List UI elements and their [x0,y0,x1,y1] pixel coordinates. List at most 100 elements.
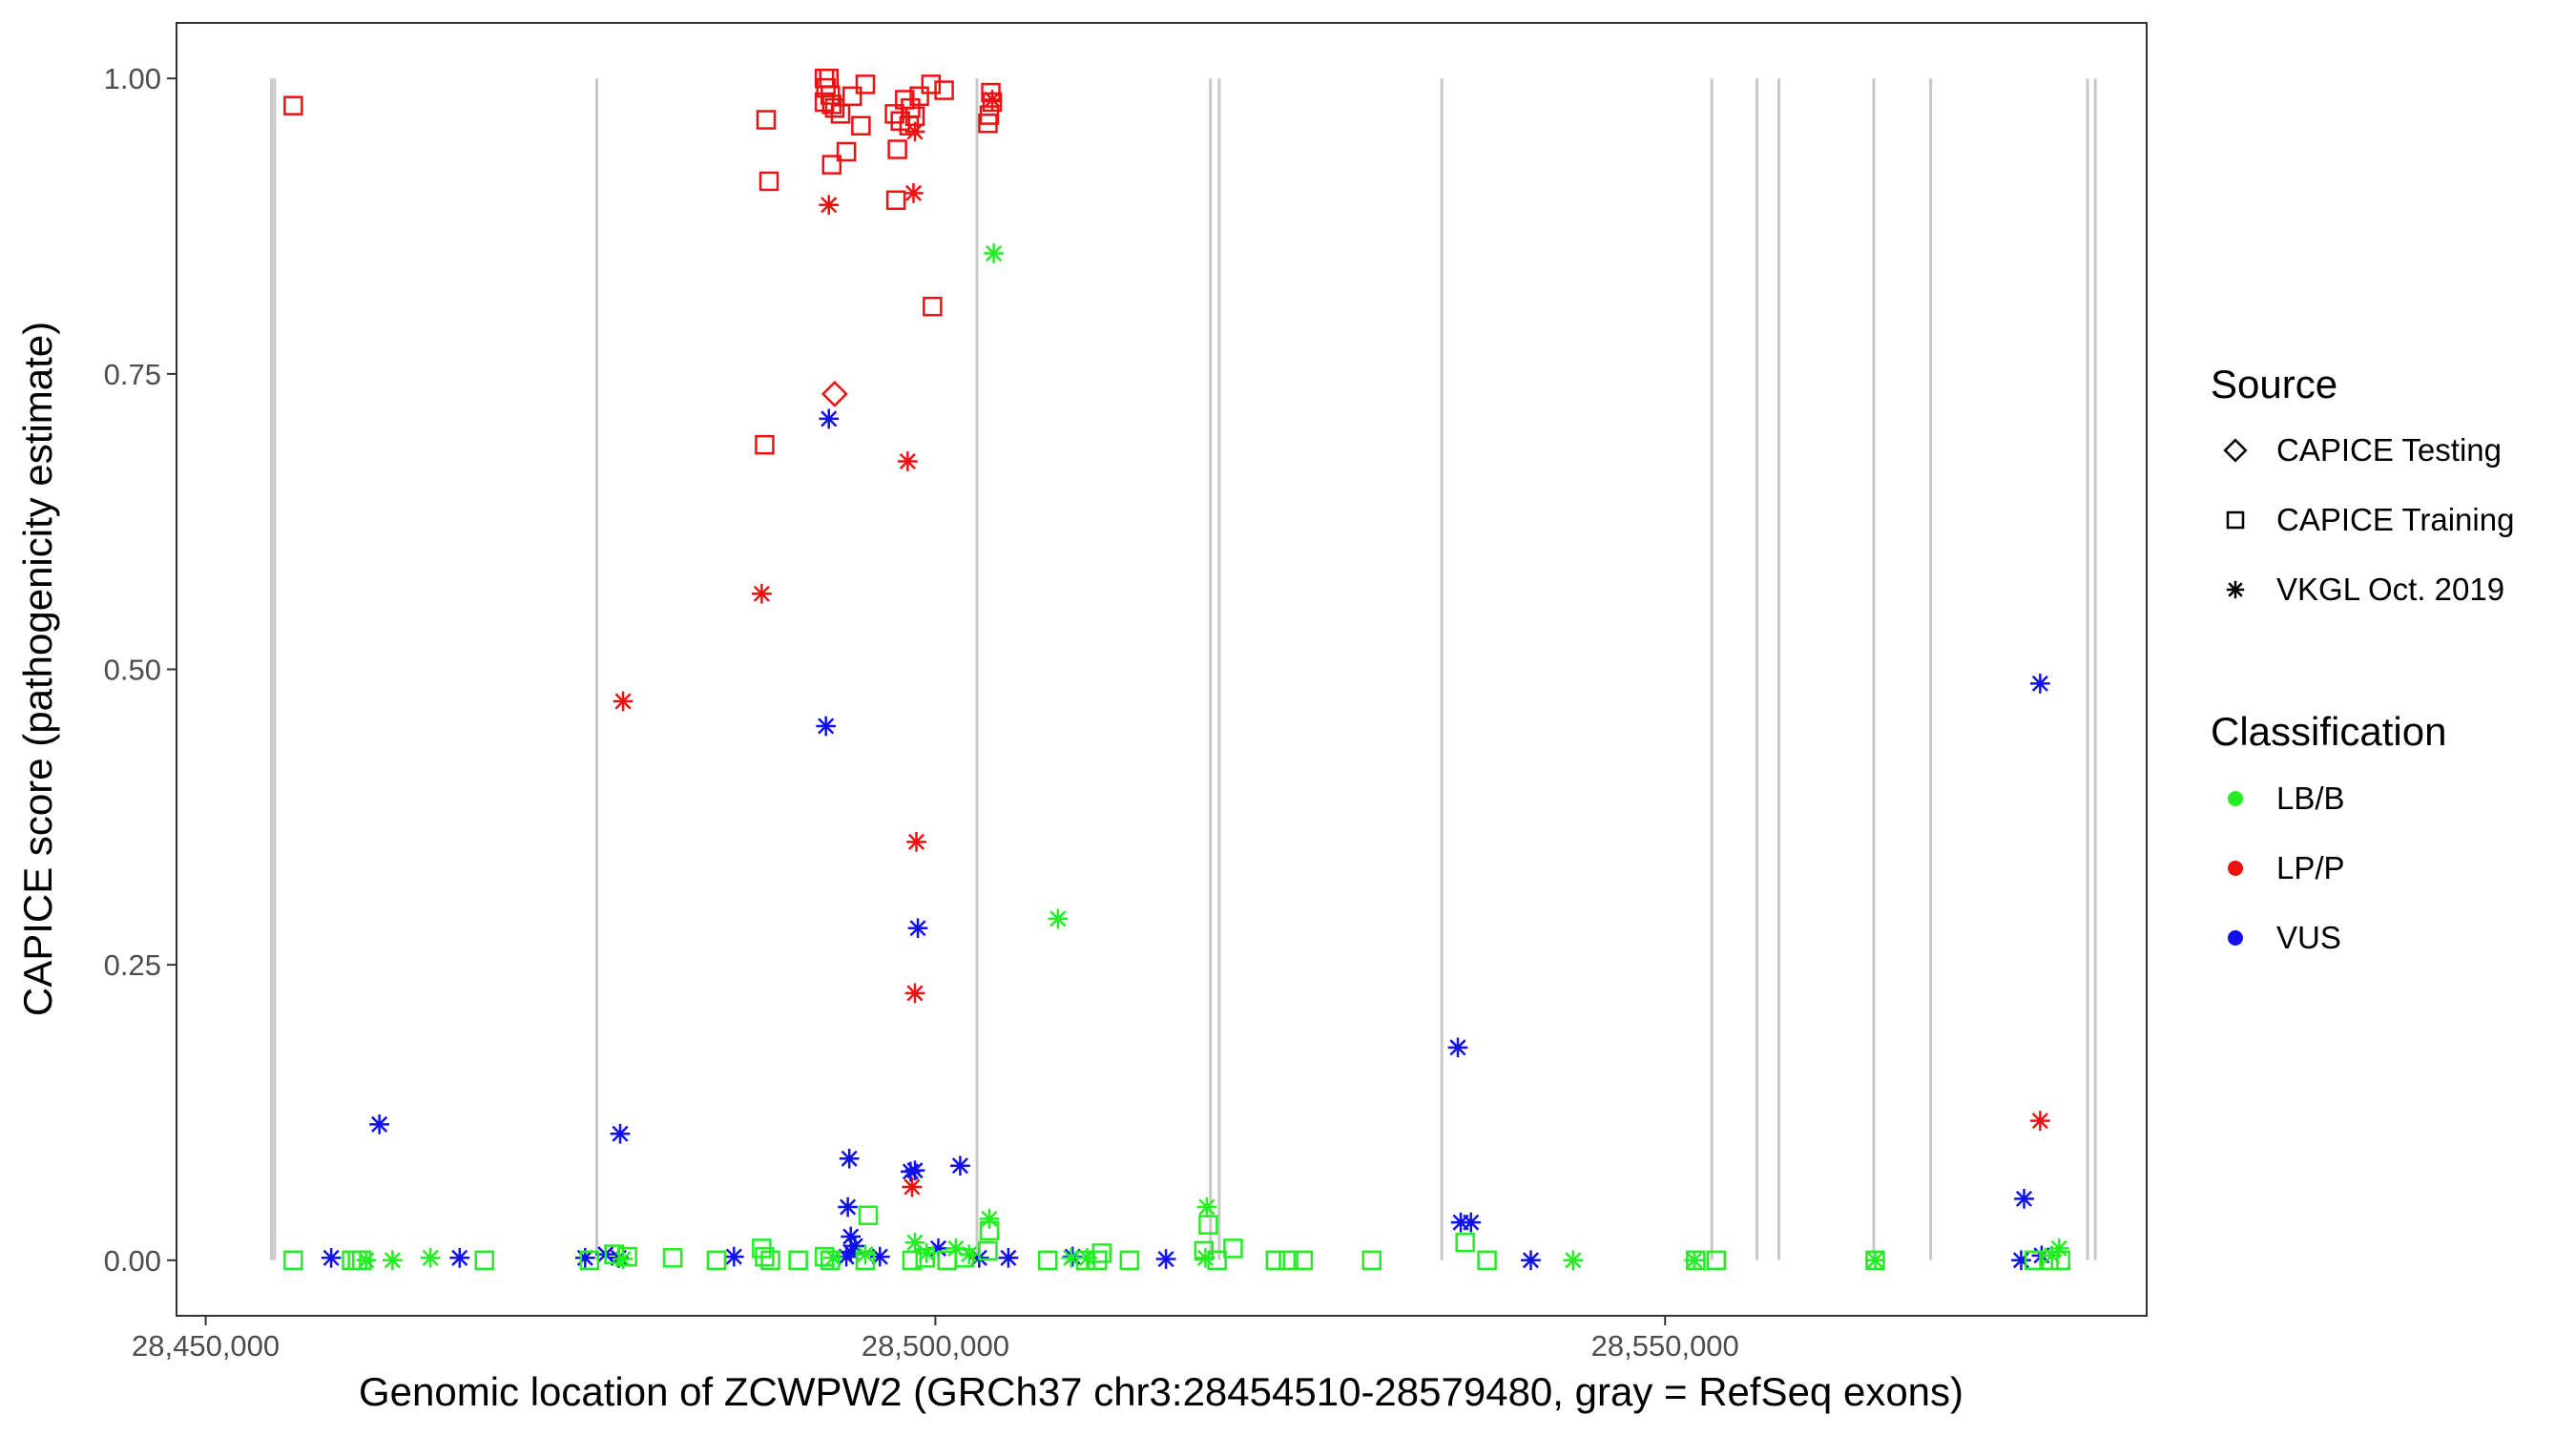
data-point [1461,1212,1482,1233]
data-point [904,1160,925,1181]
data-point [814,1246,835,1267]
data-point [321,1247,342,1268]
data-point [613,691,634,712]
data-point [1563,1250,1584,1271]
data-point [816,716,837,737]
data-point [2024,1250,2045,1271]
data-point [1686,1250,1706,1271]
data-point [836,141,857,162]
data-point [752,583,772,604]
data-point [283,1250,303,1271]
legend-key-asterisk [2226,580,2245,599]
data-point [830,104,851,124]
data-point [984,243,1004,263]
plot-panel [176,22,2148,1317]
data-point [1293,1250,1314,1271]
data-point [788,1250,808,1271]
data-point [755,434,775,455]
data-point [706,1250,727,1271]
data-point [283,95,303,115]
y-tick-label: 0.50 [104,654,161,687]
data-point [383,1250,403,1271]
legend-key-dot [2228,791,2243,806]
data-point [934,80,954,100]
data-point [982,90,1003,110]
y-axis-label: CAPICE score (pathogenicity estimate) [15,322,60,1016]
data-point [902,1176,923,1197]
legend: Source CAPICE Testing CAPICE Training VKGL … [2211,362,2514,955]
data-point [902,1250,923,1271]
data-point [449,1247,470,1268]
data-point [959,1244,979,1264]
data-point [1048,908,1069,929]
data-point [2014,1189,2034,1209]
data-point [2029,1111,2050,1131]
data-point [604,1244,625,1264]
data-point [1278,1250,1298,1271]
data-point [1361,1250,1382,1271]
axis-layer: 0.00 0.25 0.50 0.75 1.00 28,450,000 28,500,000… [104,62,1739,1363]
data-point [2050,1250,2071,1271]
data-point [978,1240,998,1261]
data-point [838,1197,858,1217]
y-tick-label: 0.00 [104,1244,161,1278]
data-point [839,1148,860,1169]
data-point [723,1246,744,1267]
legend-label-source: VKGL Oct. 2019 [2276,572,2504,607]
x-tick-label: 28,500,000 [862,1329,1009,1363]
legend-label-classification: LP/P [2276,850,2345,885]
data-point [915,1248,935,1268]
data-point [821,155,842,175]
data-point [760,1250,780,1271]
data-point [904,983,925,1004]
data-point [420,1247,441,1268]
data-point [1706,1250,1727,1271]
data-point [662,1248,683,1268]
data-point [1455,1232,1475,1253]
data-point [1265,1250,1286,1271]
data-point [819,408,840,429]
data-point [2011,1250,2031,1271]
x-tick-label: 28,450,000 [132,1329,280,1363]
data-point [1119,1250,1140,1271]
data-point [979,1220,1000,1241]
legend-key-dot [2228,861,2243,876]
data-point [897,451,918,471]
x-tick-label: 28,550,000 [1591,1329,1739,1363]
y-tick-label: 0.25 [104,948,161,982]
data-point [909,86,929,107]
data-point [756,110,777,130]
data-point [1037,1250,1058,1271]
data-point [819,195,840,216]
data-point [1865,1250,1885,1271]
data-point [2029,674,2050,694]
data-point [855,1250,876,1271]
data-point [1207,1250,1227,1271]
data-point [1223,1238,1243,1259]
data-point [906,831,926,852]
y-tick-label: 1.00 [104,62,161,95]
data-point [617,1246,637,1267]
legend-label-classification: VUS [2276,920,2341,955]
data-point [855,74,876,94]
data-point [887,139,907,159]
data-point [1091,1243,1112,1263]
data-point [923,297,943,317]
exon-layer [270,78,2097,1260]
data-point [474,1250,495,1271]
data-point [755,1246,775,1267]
data-point [2039,1250,2059,1271]
data-point [1155,1249,1176,1269]
data-point [824,97,845,118]
data-point [858,1205,879,1225]
data-point [979,105,1000,125]
data-point [1198,1215,1218,1235]
data-point [758,171,779,192]
legend-label-classification: LB/B [2276,780,2345,816]
data-point [921,74,942,94]
data-point [899,115,920,136]
data-point [610,1123,631,1144]
data-point [1865,1250,1885,1271]
data-point [1477,1250,1497,1271]
data-point [855,1244,876,1264]
